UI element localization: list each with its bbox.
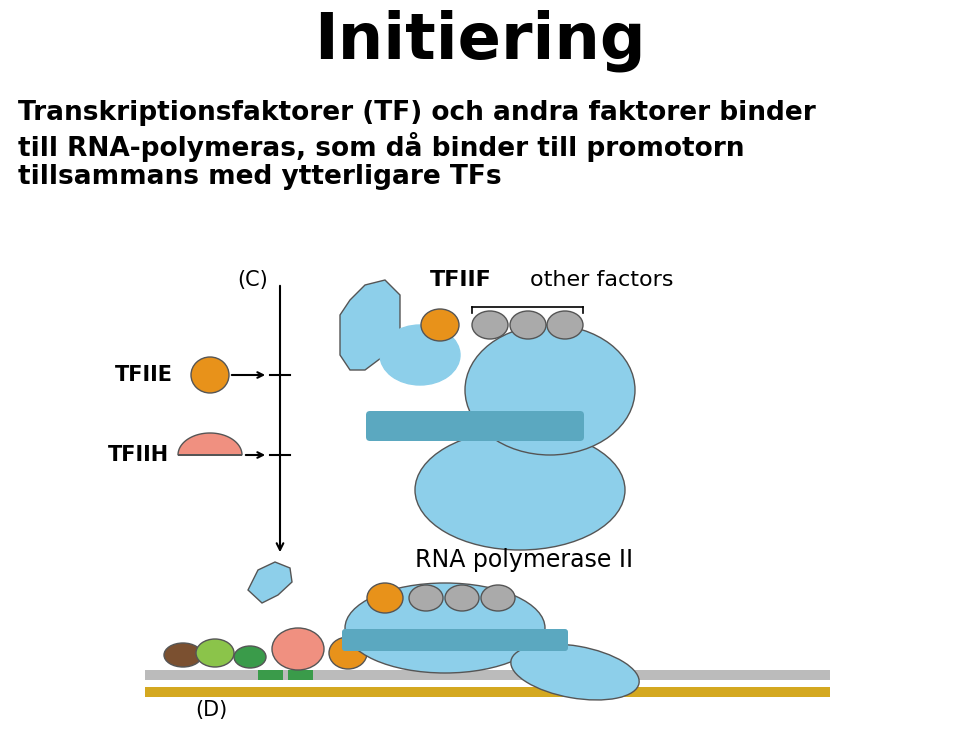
Text: other factors: other factors [530, 270, 674, 290]
Ellipse shape [481, 585, 515, 611]
Ellipse shape [409, 585, 443, 611]
Text: (C): (C) [237, 270, 268, 290]
Text: till RNA-polymeras, som då binder till promotorn: till RNA-polymeras, som då binder till p… [18, 132, 745, 162]
Text: TFIIF: TFIIF [430, 270, 492, 290]
FancyBboxPatch shape [366, 411, 584, 441]
Ellipse shape [191, 357, 229, 393]
Text: TFIIE: TFIIE [115, 365, 173, 385]
Text: RNA polymerase II: RNA polymerase II [415, 548, 634, 572]
Ellipse shape [345, 583, 545, 673]
Polygon shape [340, 280, 400, 370]
Ellipse shape [510, 311, 546, 339]
Ellipse shape [445, 585, 479, 611]
FancyBboxPatch shape [258, 670, 283, 680]
Text: Transkriptionsfaktorer (TF) och andra faktorer binder: Transkriptionsfaktorer (TF) och andra fa… [18, 100, 816, 126]
Ellipse shape [415, 430, 625, 550]
Ellipse shape [547, 311, 583, 339]
Ellipse shape [367, 583, 403, 613]
Ellipse shape [465, 325, 635, 455]
Ellipse shape [380, 325, 460, 385]
FancyBboxPatch shape [342, 629, 568, 651]
FancyBboxPatch shape [145, 670, 830, 680]
Ellipse shape [164, 643, 202, 667]
FancyBboxPatch shape [145, 687, 830, 697]
Ellipse shape [329, 637, 367, 669]
Text: tillsammans med ytterligare TFs: tillsammans med ytterligare TFs [18, 164, 502, 190]
Ellipse shape [234, 646, 266, 668]
Text: TFIIH: TFIIH [108, 445, 169, 465]
FancyBboxPatch shape [288, 670, 313, 680]
Ellipse shape [511, 644, 639, 700]
Polygon shape [248, 562, 292, 603]
Ellipse shape [196, 639, 234, 667]
Ellipse shape [421, 309, 459, 341]
Ellipse shape [272, 628, 324, 670]
Polygon shape [178, 433, 242, 455]
Text: (D): (D) [195, 700, 228, 720]
Ellipse shape [472, 311, 508, 339]
Text: Initiering: Initiering [314, 10, 646, 73]
